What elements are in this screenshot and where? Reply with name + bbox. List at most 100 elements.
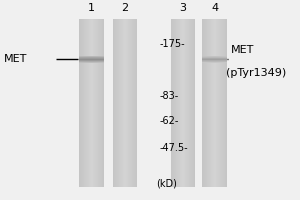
Bar xyxy=(185,19,186,187)
Bar xyxy=(85,19,86,187)
Bar xyxy=(90,19,91,187)
Bar xyxy=(213,19,214,187)
Bar xyxy=(80,60,104,61)
Bar xyxy=(223,19,224,187)
Bar xyxy=(131,19,132,187)
Bar xyxy=(224,19,225,187)
Bar xyxy=(127,19,128,187)
Bar xyxy=(135,19,136,187)
Text: -62-: -62- xyxy=(159,116,178,126)
Bar xyxy=(171,19,172,187)
Bar xyxy=(117,19,118,187)
Bar xyxy=(207,19,208,187)
Bar xyxy=(193,19,194,187)
Bar xyxy=(121,19,122,187)
Bar xyxy=(130,19,131,187)
Bar xyxy=(188,19,189,187)
Bar xyxy=(175,19,176,187)
Bar xyxy=(80,58,104,59)
Bar xyxy=(212,19,213,187)
Bar xyxy=(115,19,116,187)
Bar xyxy=(221,19,222,187)
Bar xyxy=(132,19,133,187)
Bar xyxy=(80,62,104,63)
Bar xyxy=(100,19,101,187)
Bar xyxy=(204,19,205,187)
Bar xyxy=(183,19,184,187)
Bar xyxy=(173,19,174,187)
Bar xyxy=(116,19,117,187)
Bar xyxy=(94,19,95,187)
Bar xyxy=(172,19,173,187)
Bar xyxy=(203,19,204,187)
Bar xyxy=(133,19,134,187)
Bar xyxy=(180,19,181,187)
Bar xyxy=(118,19,119,187)
Bar xyxy=(219,19,220,187)
Text: (pTyr1349): (pTyr1349) xyxy=(226,68,286,78)
Bar xyxy=(205,19,206,187)
Bar xyxy=(81,19,82,187)
Bar xyxy=(217,19,218,187)
Bar xyxy=(189,19,190,187)
Bar xyxy=(222,19,223,187)
Bar xyxy=(202,58,227,59)
Bar xyxy=(80,59,104,60)
Bar xyxy=(176,19,177,187)
Bar xyxy=(99,19,100,187)
Bar xyxy=(96,19,97,187)
Bar xyxy=(80,57,104,58)
Bar xyxy=(97,19,98,187)
Text: -47.5-: -47.5- xyxy=(159,143,188,153)
Bar xyxy=(182,19,183,187)
Bar xyxy=(89,19,90,187)
Bar xyxy=(101,19,102,187)
Bar xyxy=(210,19,211,187)
Bar xyxy=(202,56,227,57)
Bar xyxy=(93,19,94,187)
Bar xyxy=(129,19,130,187)
Bar xyxy=(87,19,88,187)
Bar xyxy=(102,19,103,187)
Bar xyxy=(220,19,221,187)
Bar xyxy=(225,19,226,187)
Bar xyxy=(187,19,188,187)
Bar xyxy=(211,19,212,187)
Bar xyxy=(86,19,87,187)
Bar xyxy=(126,19,127,187)
Bar xyxy=(177,19,178,187)
Bar xyxy=(125,19,126,187)
Bar xyxy=(184,19,185,187)
Bar xyxy=(118,19,119,187)
Bar xyxy=(192,19,193,187)
Bar xyxy=(191,19,192,187)
Bar xyxy=(82,19,83,187)
Bar xyxy=(226,19,227,187)
Bar xyxy=(202,61,227,62)
Bar xyxy=(202,62,227,63)
Bar xyxy=(120,19,121,187)
Bar xyxy=(208,19,209,187)
Bar xyxy=(202,57,227,58)
Bar xyxy=(84,19,85,187)
Bar xyxy=(202,19,203,187)
Text: MET: MET xyxy=(231,45,255,55)
Bar xyxy=(98,19,99,187)
Bar xyxy=(218,19,219,187)
Bar xyxy=(215,19,216,187)
Text: -175-: -175- xyxy=(159,39,185,49)
Text: -83-: -83- xyxy=(159,91,178,101)
Bar xyxy=(202,60,227,61)
Bar xyxy=(206,19,207,187)
Bar xyxy=(179,19,180,187)
Bar xyxy=(202,59,227,60)
Text: 4: 4 xyxy=(211,3,218,13)
Bar xyxy=(194,19,195,187)
Bar xyxy=(114,19,115,187)
Bar xyxy=(134,19,135,187)
Bar xyxy=(92,19,93,187)
Bar xyxy=(103,19,104,187)
Text: MET: MET xyxy=(4,54,28,64)
Bar xyxy=(83,19,84,187)
Bar xyxy=(95,19,96,187)
